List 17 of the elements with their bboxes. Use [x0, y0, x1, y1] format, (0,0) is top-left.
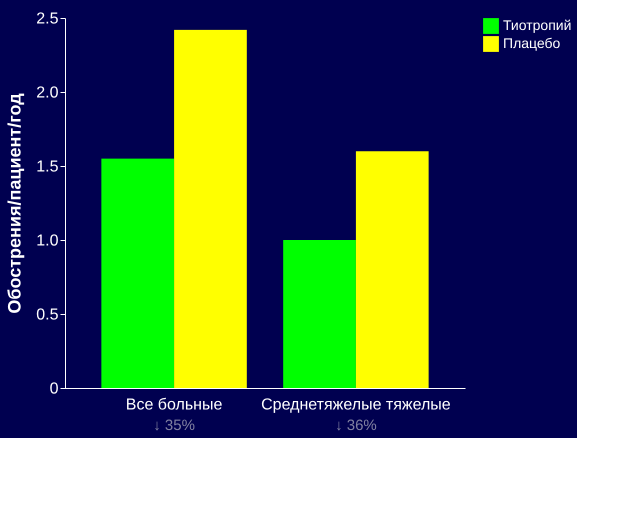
y-tick-label: 0 [50, 380, 59, 398]
bar [356, 151, 429, 388]
bar [283, 240, 356, 388]
text: ↓ 36% [335, 417, 377, 434]
x-tick-label: Среднетяжелые тяжелые [261, 396, 451, 414]
bar [174, 30, 247, 388]
y-tick-label: 0.5 [36, 306, 59, 324]
y-tick-label: 2.0 [36, 84, 59, 102]
bar [101, 158, 174, 388]
legend-label: Плацебо [503, 35, 561, 51]
y-tick-label: 1.5 [36, 158, 59, 176]
x-tick-label: Все больные [126, 396, 223, 414]
y-axis-title: Обострения/пациент/год [4, 92, 24, 314]
text: ↓ 35% [153, 417, 195, 434]
legend-label: Тиотропий [503, 17, 572, 33]
y-tick-label: 2.5 [36, 10, 59, 28]
y-tick-label: 1.0 [36, 232, 59, 250]
